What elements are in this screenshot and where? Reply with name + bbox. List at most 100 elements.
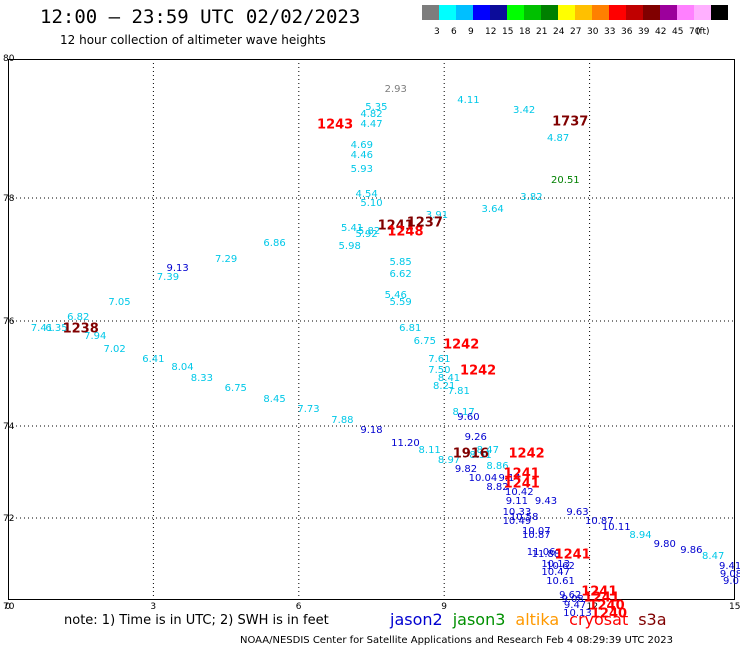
wave-height-value: 10.87 [521, 530, 551, 542]
wave-height-value: 8.51 [469, 449, 492, 461]
map-subtitle: 12 hour collection of altimeter wave hei… [60, 33, 326, 47]
color-swatch [422, 5, 439, 20]
wave-height-value: 4.69 [350, 139, 373, 151]
wave-height-value: 8.41 [437, 372, 461, 384]
pass-time-label: 1243 [317, 117, 354, 133]
pass-time-label: 1248 [387, 224, 424, 240]
wave-height-value: 10.61 [546, 575, 575, 587]
color-scale-label: 15 [502, 27, 514, 37]
longitude-label: 15 [729, 602, 740, 612]
legend-altika: altika [515, 610, 560, 629]
wave-height-value: 8.33 [190, 372, 213, 384]
color-swatch [490, 5, 507, 20]
color-scale-label: (ft) [696, 27, 710, 37]
wave-height-value: 9.41 [719, 561, 740, 573]
pass-time-label: 1241 [554, 547, 591, 563]
color-scale-bar: 3 6 9 12 15 18 21 24 27 30 33 36 39 42 45 70 (ft) [422, 5, 730, 37]
wave-height-value: 9.08 [719, 569, 740, 581]
pass-time-label: 1242 [443, 337, 480, 353]
wave-height-value: 5.98 [338, 241, 361, 253]
wave-height-value: 10.49 [502, 516, 532, 528]
wave-height-value: 8.82 [486, 482, 509, 494]
wave-height-value: 6.62 [389, 268, 412, 280]
legend-jason3: jason3 [452, 610, 506, 629]
wave-height-value: 5.82 [357, 225, 381, 237]
color-swatch [541, 5, 558, 20]
wave-height-value: 9.11 [505, 495, 529, 507]
pass-time-label: 1241 [581, 584, 618, 600]
color-swatch [694, 5, 711, 20]
wave-height-value: 10.11 [601, 522, 631, 534]
wave-height-value: 9.80 [653, 538, 676, 550]
plot-frame [8, 59, 735, 600]
color-swatch [456, 5, 473, 20]
wave-height-value: 6.86 [263, 238, 286, 250]
wave-height-value: 9.14 [498, 472, 521, 484]
color-swatch [677, 5, 694, 20]
wave-height-value: 10.47 [541, 567, 570, 579]
pass-time-label: 1241 [503, 466, 540, 482]
color-swatch [473, 5, 490, 20]
wave-height-value: 6.82 [67, 311, 90, 323]
wave-height-value: 8.45 [263, 393, 286, 405]
color-scale-label: 39 [638, 27, 650, 37]
wave-height-value: 7.39 [156, 271, 180, 283]
pass-time-label: 1240 [588, 598, 625, 614]
wave-height-value: 6.35 [45, 322, 68, 334]
color-scale-label: 24 [553, 27, 565, 37]
latitude-label: 72 [3, 514, 15, 524]
wave-height-value: 8.17 [452, 406, 475, 418]
wave-height-value: 11.88 [531, 548, 561, 560]
wave-height-value: 10.58 [509, 512, 539, 523]
color-swatch [439, 5, 456, 20]
wave-height-value: 5.59 [389, 296, 412, 308]
wave-height-value: 10.33 [502, 507, 532, 519]
wave-height-value: 6.81 [399, 322, 422, 334]
wave-height-value: 8.94 [629, 530, 652, 542]
color-scale-label: 3 [434, 27, 440, 37]
wave-height-value: 9.18 [360, 424, 383, 436]
latitude-label: 74 [3, 422, 15, 432]
wave-height-value: 3.42 [513, 105, 536, 117]
map-plot-area [8, 59, 735, 600]
wave-height-value: 10.13 [563, 608, 592, 620]
wave-height-value: 6.75 [224, 383, 247, 395]
color-scale-label: 70 [689, 27, 701, 37]
wave-height-value: 8.47 [702, 550, 725, 562]
wave-height-value: 10.42 [504, 486, 534, 498]
pass-time-label: 1242 [460, 363, 497, 379]
wave-height-value: 8.04 [171, 362, 194, 374]
pass-time-label: 1916 [452, 446, 489, 462]
wave-height-value: 7.94 [84, 330, 107, 342]
wave-height-value: 9.82 [454, 463, 478, 475]
wave-height-value: 20.51 [551, 174, 580, 186]
wave-height-value: 3.82 [520, 192, 543, 203]
wave-height-value: 6.41 [142, 354, 165, 366]
color-swatch [558, 5, 575, 20]
pass-time-label: 1241 [377, 218, 414, 234]
wave-height-value: 7.73 [297, 404, 320, 416]
wave-height-value: 8.97 [437, 454, 461, 466]
color-scale-label: 21 [536, 27, 548, 37]
wave-height-value: 5.41 [340, 222, 364, 234]
satellite-legend: jason2 jason3 altika cryosat s3a [390, 610, 677, 629]
footer-note: note: 1) Time is in UTC; 2) SWH is in fe… [64, 613, 329, 628]
wave-height-value: 10.87 [584, 516, 614, 528]
pass-time-label: 1240 [590, 606, 628, 622]
wave-height-value: 7.88 [331, 414, 354, 426]
wave-height-value: 10.62 [546, 561, 575, 573]
map-grid [8, 59, 735, 600]
wave-height-value: 7.81 [447, 385, 470, 397]
color-scale-label: 42 [655, 27, 667, 37]
latitude-label: 76 [3, 317, 15, 327]
color-scale-label: 6 [451, 27, 457, 37]
wave-height-value: 3.64 [481, 204, 504, 216]
wave-height-value: 4.87 [546, 132, 570, 144]
wave-height-value: 9.47 [563, 600, 587, 612]
wave-height-value: 9.0 [723, 575, 739, 587]
color-scale-label: 30 [587, 27, 599, 37]
wave-height-value: 9.86 [680, 544, 703, 556]
wave-height-value: 6.75 [413, 336, 436, 347]
wave-height-value: 7.41 [30, 322, 54, 334]
pass-time-label: 1241 [503, 476, 540, 491]
